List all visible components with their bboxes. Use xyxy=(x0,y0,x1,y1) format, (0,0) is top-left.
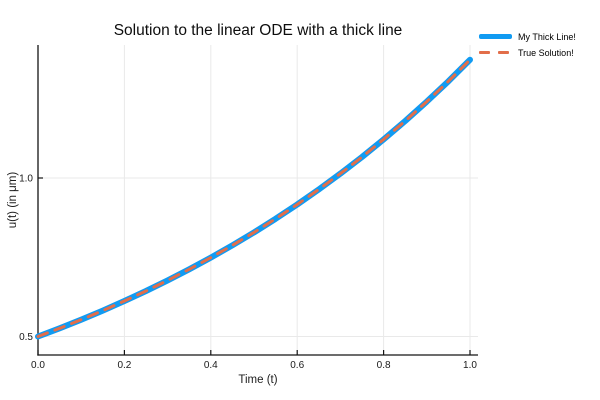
legend-label-true-solution: True Solution! xyxy=(518,47,574,58)
y-tick-label: 1.0 xyxy=(19,174,33,185)
legend-swatch-solid-line-icon xyxy=(479,34,512,39)
series-line-true-solution xyxy=(36,58,472,338)
x-tick-label: 0.4 xyxy=(204,360,218,371)
legend-item-true-solution: True Solution! xyxy=(479,47,576,58)
y-axis-label: u(t) (in μm) xyxy=(7,171,19,229)
x-axis-label: Time (t) xyxy=(238,374,278,386)
legend: My Thick Line! True Solution! xyxy=(479,31,576,58)
x-tick-label: 0.8 xyxy=(377,360,391,371)
x-tick-label: 0.2 xyxy=(117,360,131,371)
y-tick-label: 0.5 xyxy=(19,332,33,343)
chart-title: Solution to the linear ODE with a thick … xyxy=(113,22,403,39)
legend-label-thick-line: My Thick Line! xyxy=(518,31,576,42)
legend-item-thick-line: My Thick Line! xyxy=(479,31,576,42)
x-tick-label: 1.0 xyxy=(463,360,477,371)
legend-swatch-dashed-line-icon xyxy=(479,51,512,54)
series-line-my-thick-line xyxy=(35,56,473,340)
x-tick-label: 0.0 xyxy=(31,360,45,371)
x-tick-label: 0.6 xyxy=(290,360,304,371)
